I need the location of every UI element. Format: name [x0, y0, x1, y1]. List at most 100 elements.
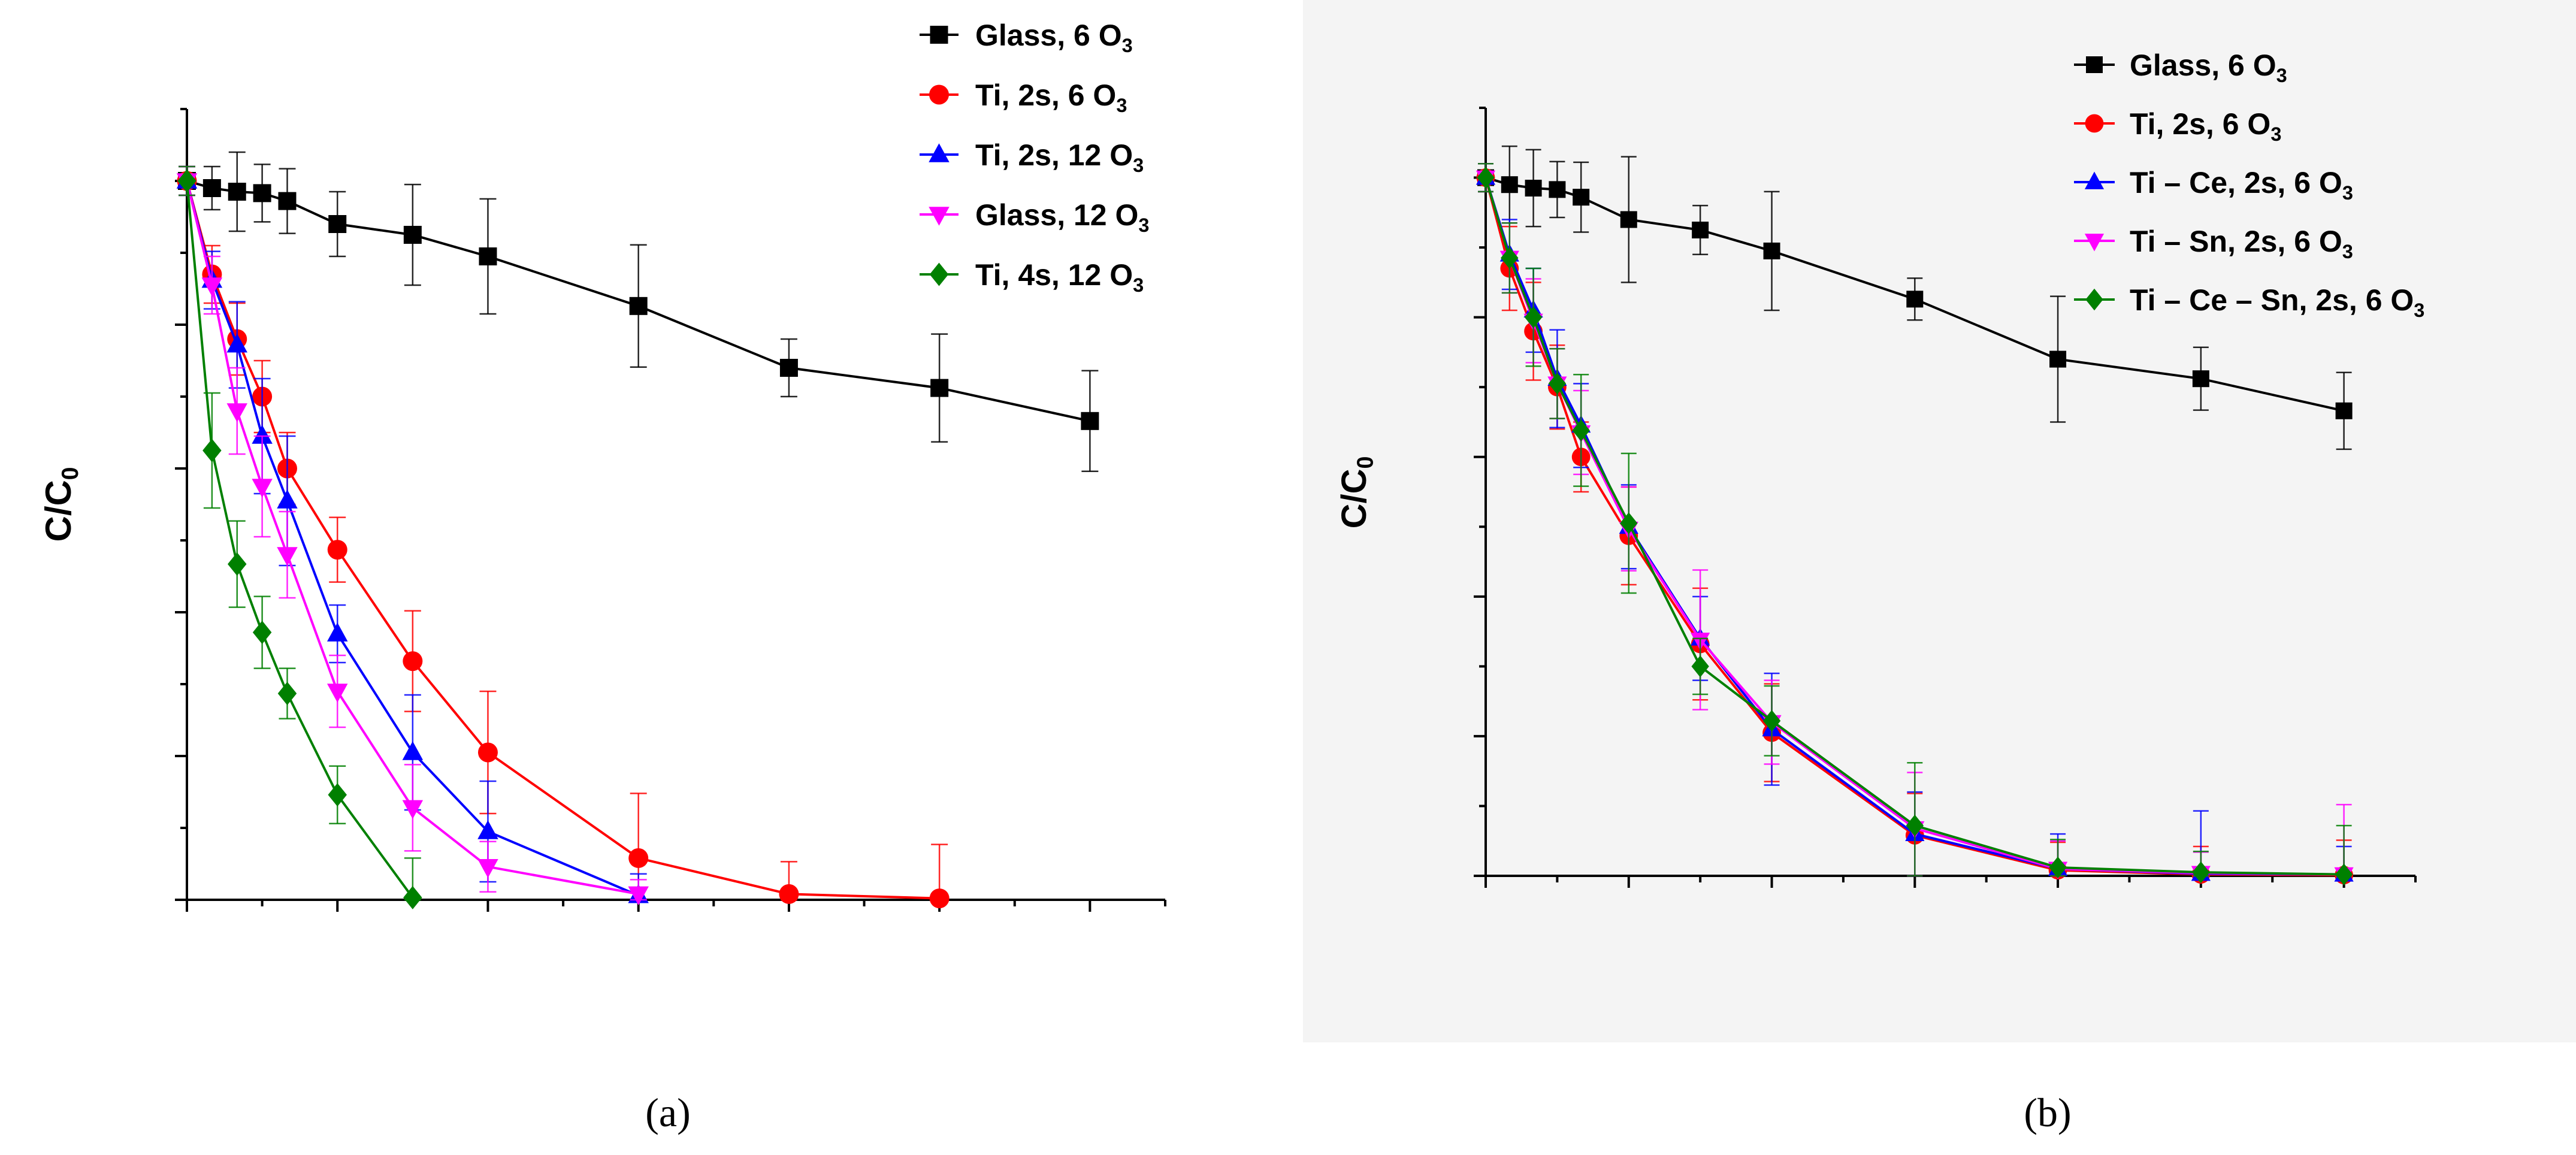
- data-point: [629, 297, 648, 315]
- legend-label-main: Ti – Ce – Sn, 2s, 6 O: [2130, 283, 2414, 317]
- legend-swatch-marker: [929, 143, 950, 162]
- legend-label: Ti, 2s, 6 O3: [2130, 107, 2281, 145]
- data-point: [1549, 181, 1566, 198]
- legend-item: Ti, 2s, 6 O3: [920, 78, 1127, 116]
- legend-item: Ti, 2s, 6 O3: [2074, 107, 2281, 145]
- data-point: [326, 622, 348, 642]
- data-point: [930, 379, 949, 397]
- y-axis-label: C/C0: [38, 467, 83, 542]
- data-point: [1906, 291, 1924, 308]
- data-point: [277, 547, 298, 566]
- data-point: [402, 741, 424, 760]
- y-axis-label-main: C/C: [38, 480, 78, 542]
- data-point: [1906, 814, 1924, 837]
- legend-label-main: Glass, 6 O: [975, 19, 1122, 52]
- legend-label-subscript: 3: [2270, 123, 2281, 145]
- legend-label: Ti – Sn, 2s, 6 O3: [2130, 225, 2353, 262]
- data-point: [1524, 306, 1543, 328]
- legend-label: Glass, 6 O3: [2130, 49, 2287, 86]
- data-point: [327, 540, 347, 560]
- legend-swatch-marker: [929, 84, 949, 105]
- legend-label-subscript: 3: [2414, 300, 2424, 321]
- series-5: [1477, 162, 2353, 885]
- legend-label-subscript: 3: [2342, 241, 2353, 262]
- data-point: [1692, 221, 1709, 238]
- data-point: [929, 888, 950, 909]
- legend-swatch-marker: [929, 207, 950, 226]
- legend-item: Ti – Ce – Sn, 2s, 6 O3: [2074, 283, 2424, 321]
- legend-label-subscript: 3: [1138, 214, 1149, 236]
- data-point: [477, 820, 498, 839]
- legend-label-main: Ti, 4s, 12 O: [975, 258, 1133, 292]
- data-point: [228, 183, 246, 201]
- legend-label-subscript: 3: [1133, 274, 1144, 296]
- y-axis-label: C/C0: [1335, 456, 1378, 529]
- data-point: [2192, 370, 2209, 388]
- legend-label-subscript: 3: [1116, 95, 1127, 116]
- data-point: [2049, 856, 2067, 879]
- data-point: [628, 848, 649, 868]
- data-point: [202, 439, 222, 462]
- legend-item: Ti, 2s, 12 O3: [920, 138, 1144, 176]
- legend-item: Ti – Sn, 2s, 6 O3: [2074, 225, 2353, 262]
- y-axis-label-subscript: 0: [58, 467, 83, 480]
- panel-a-caption: (a): [645, 1090, 690, 1135]
- legend-item: Glass, 6 O3: [920, 19, 1133, 56]
- data-point: [227, 552, 247, 576]
- data-point: [479, 247, 497, 265]
- data-point: [278, 192, 297, 210]
- data-point: [477, 742, 498, 763]
- data-point: [226, 403, 247, 422]
- legend-label: Glass, 6 O3: [975, 19, 1133, 56]
- legend-label-subscript: 3: [2342, 182, 2353, 204]
- legend-label: Ti, 2s, 12 O3: [975, 138, 1144, 176]
- data-point: [779, 884, 799, 904]
- data-point: [403, 651, 423, 672]
- data-point: [1572, 419, 1590, 442]
- data-point: [2049, 350, 2067, 368]
- legend-label: Ti, 4s, 12 O3: [975, 258, 1144, 296]
- y-axis-label-main: C/C: [1335, 469, 1374, 529]
- legend-label-main: Ti, 2s, 12 O: [975, 138, 1133, 172]
- legend-label: Ti, 2s, 6 O3: [975, 78, 1127, 116]
- legend-label-subscript: 3: [1133, 155, 1144, 176]
- legend-swatch-marker: [2084, 171, 2105, 189]
- legend-label: Ti – Ce – Sn, 2s, 6 O3: [2130, 283, 2424, 321]
- legend-swatch-marker: [2084, 234, 2105, 252]
- legend-label-main: Ti, 2s, 6 O: [2130, 107, 2270, 141]
- data-point: [1620, 211, 1637, 228]
- data-point: [1573, 189, 1590, 206]
- data-point: [1501, 176, 1518, 193]
- legend-item: Glass, 6 O3: [2074, 49, 2287, 86]
- data-point: [1763, 242, 1780, 259]
- legend-label-main: Ti – Sn, 2s, 6 O: [2130, 225, 2342, 258]
- data-point: [2335, 402, 2353, 419]
- data-point: [1620, 512, 1638, 534]
- data-point: [177, 169, 196, 193]
- legend-label: Glass, 12 O3: [975, 198, 1149, 236]
- series-1: [1477, 145, 2353, 450]
- data-point: [628, 886, 649, 906]
- data-point: [328, 215, 347, 233]
- y-axis-label-subscript: 0: [1353, 456, 1378, 469]
- data-point: [402, 800, 424, 820]
- data-point: [202, 179, 221, 197]
- data-point: [1501, 247, 1519, 269]
- panel-b-caption: (b): [2024, 1090, 2071, 1135]
- series-4: [176, 165, 649, 906]
- data-point: [277, 682, 297, 706]
- data-point: [1477, 167, 1495, 189]
- data-point: [779, 359, 798, 377]
- data-point: [1762, 710, 1781, 732]
- data-point: [477, 859, 498, 878]
- legend-swatch-marker: [2085, 288, 2103, 311]
- data-point: [2335, 863, 2353, 885]
- data-point: [252, 479, 273, 498]
- data-point: [1081, 412, 1099, 430]
- legend-label-main: Glass, 6 O: [2130, 49, 2276, 82]
- legend-label-main: Glass, 12 O: [975, 198, 1138, 232]
- legend-item: Ti, 4s, 12 O3: [920, 258, 1144, 296]
- data-point: [403, 885, 422, 909]
